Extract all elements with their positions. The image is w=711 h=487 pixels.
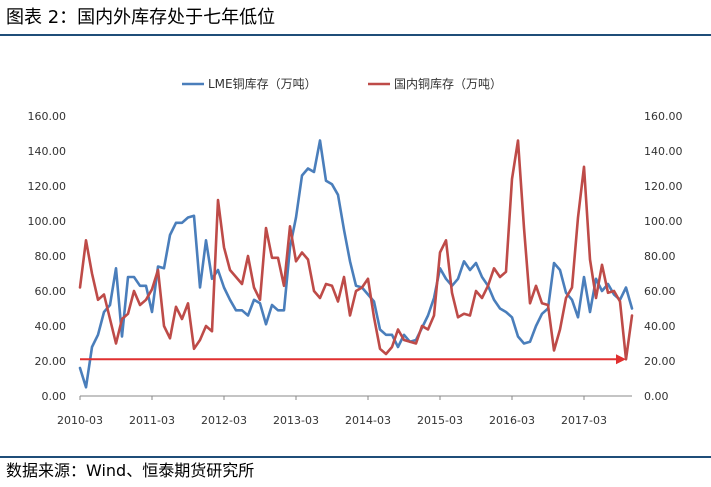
right-axis-ticks: 0.00 20.00 40.00 60.00 80.00 100.00 120.00 140.… bbox=[644, 110, 683, 403]
x-tick-label: 2013-03 bbox=[273, 414, 319, 427]
left-tick-label: 40.00 bbox=[35, 320, 67, 333]
annotation-layer bbox=[80, 354, 626, 365]
right-tick-label: 20.00 bbox=[644, 355, 676, 368]
domestic-inventory-line bbox=[78, 139, 634, 361]
figure-title: 图表 2：国内外库存处于七年低位 bbox=[6, 7, 276, 28]
source-rule bbox=[0, 456, 711, 458]
legend-item-lme-label: LME铜库存（万吨） bbox=[208, 76, 317, 91]
left-tick-label: 20.00 bbox=[35, 355, 67, 368]
x-tick-label: 2010-03 bbox=[57, 414, 103, 427]
legend-item-domestic-label: 国内铜库存（万吨） bbox=[394, 76, 502, 91]
left-tick-label: 120.00 bbox=[28, 180, 67, 193]
right-tick-label: 100.00 bbox=[644, 215, 683, 228]
x-tick-label: 2014-03 bbox=[345, 414, 391, 427]
right-tick-label: 120.00 bbox=[644, 180, 683, 193]
x-tick-label: 2015-03 bbox=[417, 414, 463, 427]
legend: LME铜库存（万吨） 国内铜库存（万吨） bbox=[182, 76, 502, 91]
x-tick-label: 2017-03 bbox=[561, 414, 607, 427]
x-tick-label: 2011-03 bbox=[129, 414, 175, 427]
right-tick-label: 0.00 bbox=[644, 390, 669, 403]
left-tick-label: 160.00 bbox=[28, 110, 67, 123]
line-chart: LME铜库存（万吨） 国内铜库存（万吨） 0.00 20.00 40.00 60.00 8… bbox=[28, 76, 683, 427]
lme-inventory-line bbox=[78, 139, 634, 389]
right-tick-label: 160.00 bbox=[644, 110, 683, 123]
x-tick-label: 2012-03 bbox=[201, 414, 247, 427]
right-tick-label: 80.00 bbox=[644, 250, 676, 263]
right-tick-label: 60.00 bbox=[644, 285, 676, 298]
series-layer bbox=[78, 139, 634, 389]
x-tick-label: 2016-03 bbox=[489, 414, 535, 427]
title-rule bbox=[0, 34, 711, 36]
left-tick-label: 0.00 bbox=[42, 390, 67, 403]
right-tick-label: 140.00 bbox=[644, 145, 683, 158]
x-axis-ticks: 2010-03 2011-03 2012-03 2013-03 2014-03 2015-… bbox=[57, 396, 607, 427]
right-tick-label: 40.00 bbox=[644, 320, 676, 333]
left-tick-label: 140.00 bbox=[28, 145, 67, 158]
low-level-arrow-head bbox=[616, 354, 626, 365]
left-tick-label: 80.00 bbox=[35, 250, 67, 263]
left-tick-label: 100.00 bbox=[28, 215, 67, 228]
left-tick-label: 60.00 bbox=[35, 285, 67, 298]
figure-source: 数据来源：Wind、恒泰期货研究所 bbox=[6, 461, 255, 480]
left-axis-ticks: 0.00 20.00 40.00 60.00 80.00 100.00 120.00 140.… bbox=[28, 110, 67, 403]
